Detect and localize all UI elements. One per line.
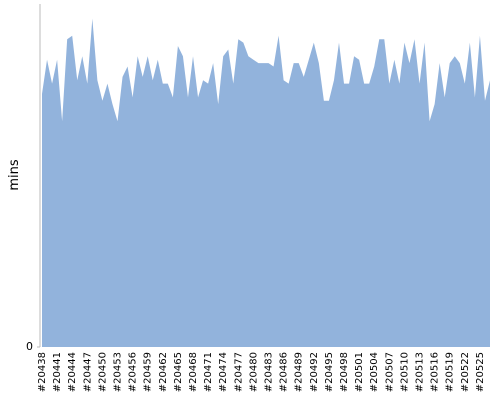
x-tick-label: #20450 — [97, 352, 108, 392]
x-tick-label: #20510 — [399, 352, 410, 392]
y-axis-label: mins — [7, 159, 22, 191]
x-tick-label: #20468 — [188, 352, 199, 392]
x-tick-label: #20441 — [52, 352, 63, 392]
x-tick-label: #20501 — [354, 352, 365, 392]
x-tick-label: #20462 — [158, 352, 169, 392]
x-tick-label: #20486 — [279, 352, 290, 392]
x-tick-label: #20453 — [113, 352, 124, 392]
x-tick-label: #20519 — [445, 352, 456, 392]
x-tick-label: #20483 — [264, 352, 275, 392]
x-tick-label: #20516 — [430, 352, 441, 392]
x-tick-label: #20477 — [233, 352, 244, 392]
x-tick-label: #20522 — [460, 352, 471, 392]
x-tick-label: #20438 — [37, 352, 48, 392]
x-tick-label: #20447 — [82, 352, 93, 392]
x-tick-label: #20465 — [173, 352, 184, 392]
x-tick-label: #20498 — [339, 352, 350, 392]
x-tick-label: #20504 — [369, 352, 380, 392]
x-tick-label: #20474 — [218, 352, 229, 392]
x-tick-label: #20444 — [67, 352, 78, 392]
x-tick-label: #20489 — [294, 352, 305, 392]
x-tick-label: #20480 — [248, 352, 259, 392]
x-tick-label: #20459 — [143, 352, 154, 392]
y-tick-label: 0 — [26, 340, 33, 353]
area — [42, 18, 490, 348]
x-tick-label: #20456 — [128, 352, 139, 392]
x-tick-label: #20507 — [384, 352, 395, 392]
x-tick-label: #20471 — [203, 352, 214, 392]
x-tick-label: #20525 — [475, 352, 486, 392]
x-tick-label: #20492 — [309, 352, 320, 392]
x-tick-label: #20495 — [324, 352, 335, 392]
x-tick-label: #20513 — [415, 352, 426, 392]
